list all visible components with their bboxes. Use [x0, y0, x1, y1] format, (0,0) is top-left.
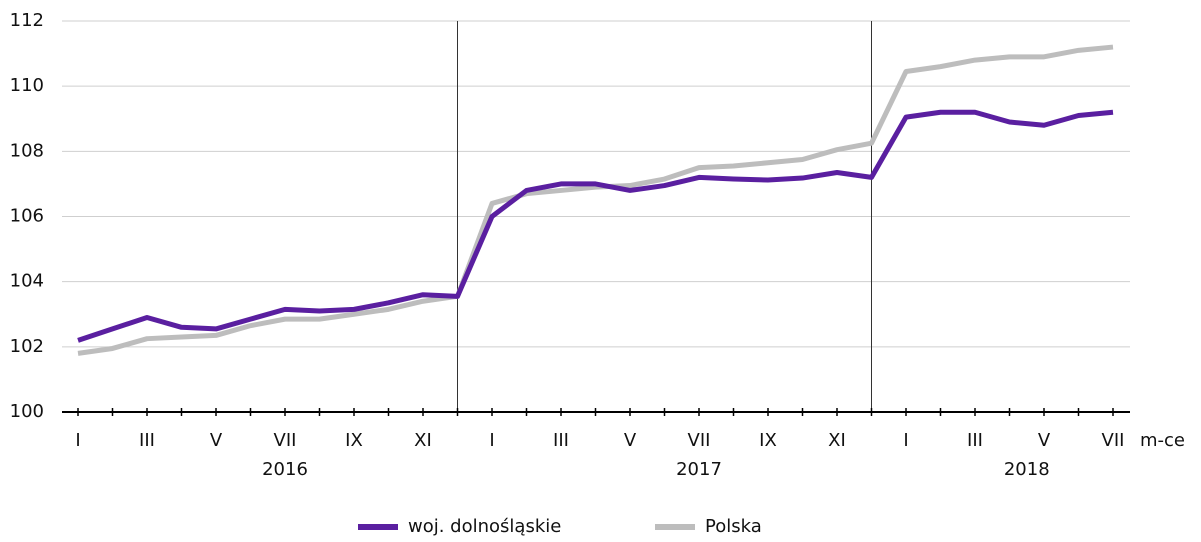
year-label: 2017	[676, 459, 722, 480]
x-tick-label: VII	[688, 430, 711, 451]
x-tick-label: I	[75, 430, 80, 451]
x-tick-label: XI	[414, 430, 432, 451]
x-tick-label: VII	[1102, 430, 1125, 451]
x-tick-label: VII	[274, 430, 297, 451]
x-tick-label: I	[489, 430, 494, 451]
x-tick-label: I	[903, 430, 908, 451]
x-tick-label: IX	[759, 430, 777, 451]
x-axis-label: m-ce	[1140, 430, 1185, 451]
year-label: 2016	[262, 459, 308, 480]
series-line	[77, 44, 1114, 356]
x-tick-label: III	[553, 430, 569, 451]
y-tick-label: 108	[10, 140, 44, 161]
y-tick-label: 110	[10, 75, 44, 96]
series-line	[77, 109, 1114, 343]
x-tick-label: IX	[345, 430, 363, 451]
legend-label: woj. dolnośląskie	[408, 516, 561, 537]
y-tick-label: 104	[10, 271, 44, 292]
y-tick-label: 112	[10, 10, 44, 31]
x-tick-label: XI	[828, 430, 846, 451]
y-tick-label: 100	[10, 401, 44, 422]
x-tick-label: V	[210, 430, 223, 451]
x-tick-label: III	[967, 430, 983, 451]
legend-label: Polska	[705, 516, 762, 537]
y-tick-label: 102	[10, 336, 44, 357]
x-tick-label: III	[139, 430, 155, 451]
x-tick-label: V	[1038, 430, 1051, 451]
y-tick-label: 106	[10, 206, 44, 227]
year-label: 2018	[1004, 459, 1050, 480]
x-tick-label: V	[624, 430, 637, 451]
